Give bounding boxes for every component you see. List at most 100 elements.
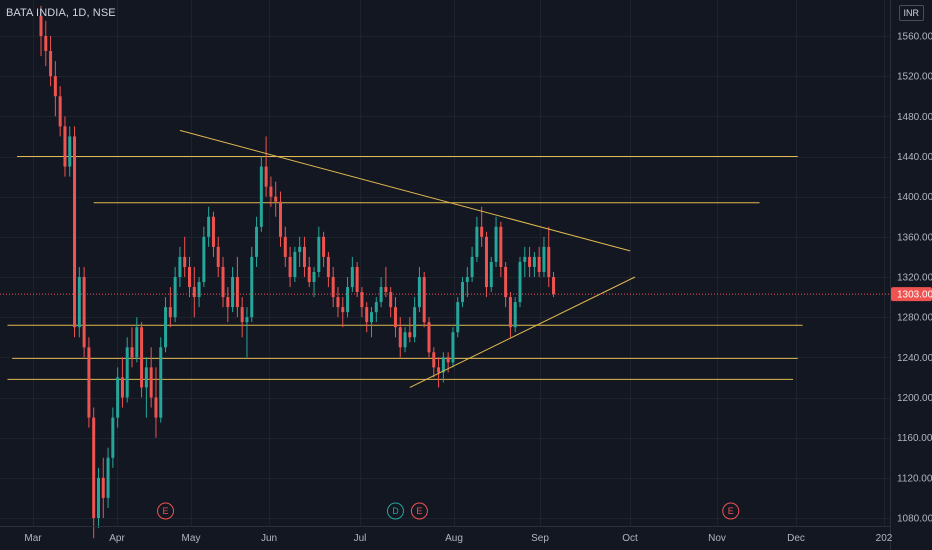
candle-body [178, 256, 182, 277]
candle-body [125, 347, 129, 398]
candle-body [489, 261, 493, 288]
candle-body [451, 332, 455, 363]
candle-body [288, 256, 292, 277]
candle-body [307, 266, 311, 283]
candle [456, 297, 460, 338]
candle-body [140, 327, 144, 388]
candle [58, 86, 62, 137]
symbol-title[interactable]: BATA INDIA, 1D, NSE [6, 7, 116, 19]
time-tick-label: 202 [876, 533, 893, 544]
horizontal-levels [7, 156, 803, 380]
price-tick-label: 1400.00 [897, 192, 932, 203]
candle-body [207, 216, 211, 237]
candle [187, 256, 191, 298]
candle-body [393, 307, 397, 328]
candle-body [269, 186, 273, 197]
candle [68, 126, 72, 177]
candle-body [547, 246, 551, 277]
event-marker-label: E [163, 506, 169, 516]
candle-body [216, 246, 220, 267]
candle-body [96, 477, 100, 518]
candle [379, 277, 383, 308]
candle-body [58, 96, 62, 127]
candle [63, 116, 67, 177]
candle [322, 231, 326, 267]
currency-badge[interactable]: INR [898, 5, 924, 21]
candle-body [312, 271, 316, 283]
candle [336, 287, 340, 318]
candle [542, 236, 546, 277]
candle [216, 236, 220, 277]
time-axis[interactable]: Mar Apr May Jun Jul Aug Sep Oct Nov Dec 202 [24, 533, 892, 544]
event-marker: E [157, 502, 175, 520]
candle [413, 297, 417, 343]
candle [111, 407, 115, 468]
candle [293, 246, 297, 283]
candle-body [360, 292, 364, 308]
candle [259, 156, 263, 232]
candle [370, 307, 374, 338]
candle-body [87, 347, 91, 418]
candle-body [135, 327, 139, 358]
event-marker-label: E [416, 506, 422, 516]
candle [283, 226, 287, 267]
candle [87, 337, 91, 428]
candle-body [187, 266, 191, 288]
event-marker-label: E [728, 506, 734, 516]
candle [173, 266, 177, 323]
candle-body [413, 307, 417, 338]
candle [374, 297, 378, 323]
price-axis[interactable]: 1080.00 1120.00 1160.00 1200.00 1240.00 1280.… [897, 32, 932, 525]
candle-body [437, 367, 441, 373]
candle [298, 236, 302, 267]
trend-line [409, 276, 636, 388]
candle-body [144, 367, 148, 388]
candle-body [350, 266, 354, 288]
candle [461, 277, 465, 308]
candle [360, 287, 364, 318]
candle [408, 317, 412, 343]
candle-body [302, 246, 306, 267]
candle-body [389, 292, 393, 308]
candle-body [542, 246, 546, 272]
candle [346, 277, 350, 318]
candle-body [432, 352, 436, 368]
event-marker: E [410, 502, 428, 520]
candle-body [231, 277, 235, 308]
candle-body [322, 236, 326, 257]
candle-body [77, 277, 81, 328]
price-tick-label: 1360.00 [897, 232, 932, 243]
time-tick-label: Sep [531, 533, 549, 544]
candle-body [331, 277, 335, 298]
candle [513, 297, 517, 333]
event-marker-circle [386, 502, 404, 520]
candle [231, 266, 235, 313]
plot-background[interactable] [0, 0, 890, 526]
candle [417, 266, 421, 313]
time-tick-label: Jun [261, 533, 277, 544]
candle [135, 317, 139, 363]
candle [149, 347, 153, 408]
candle [96, 467, 100, 529]
candle [437, 357, 441, 388]
candle-body [446, 357, 450, 363]
candle [465, 266, 469, 298]
candle-body [480, 226, 484, 237]
candle-body [159, 347, 163, 418]
candle [197, 277, 201, 308]
candle-body [116, 377, 120, 418]
candle-body [465, 277, 469, 283]
candle-body [92, 417, 96, 518]
candle-body [365, 307, 369, 323]
candle-body [274, 196, 278, 202]
candle-body [149, 367, 153, 398]
candle [192, 266, 196, 318]
candle-body [461, 282, 465, 303]
time-tick-label: Dec [787, 533, 805, 544]
grid [0, 0, 890, 526]
candle-body [106, 457, 110, 498]
candle-body [532, 256, 536, 267]
candle [101, 457, 105, 518]
candle-body [293, 251, 297, 277]
